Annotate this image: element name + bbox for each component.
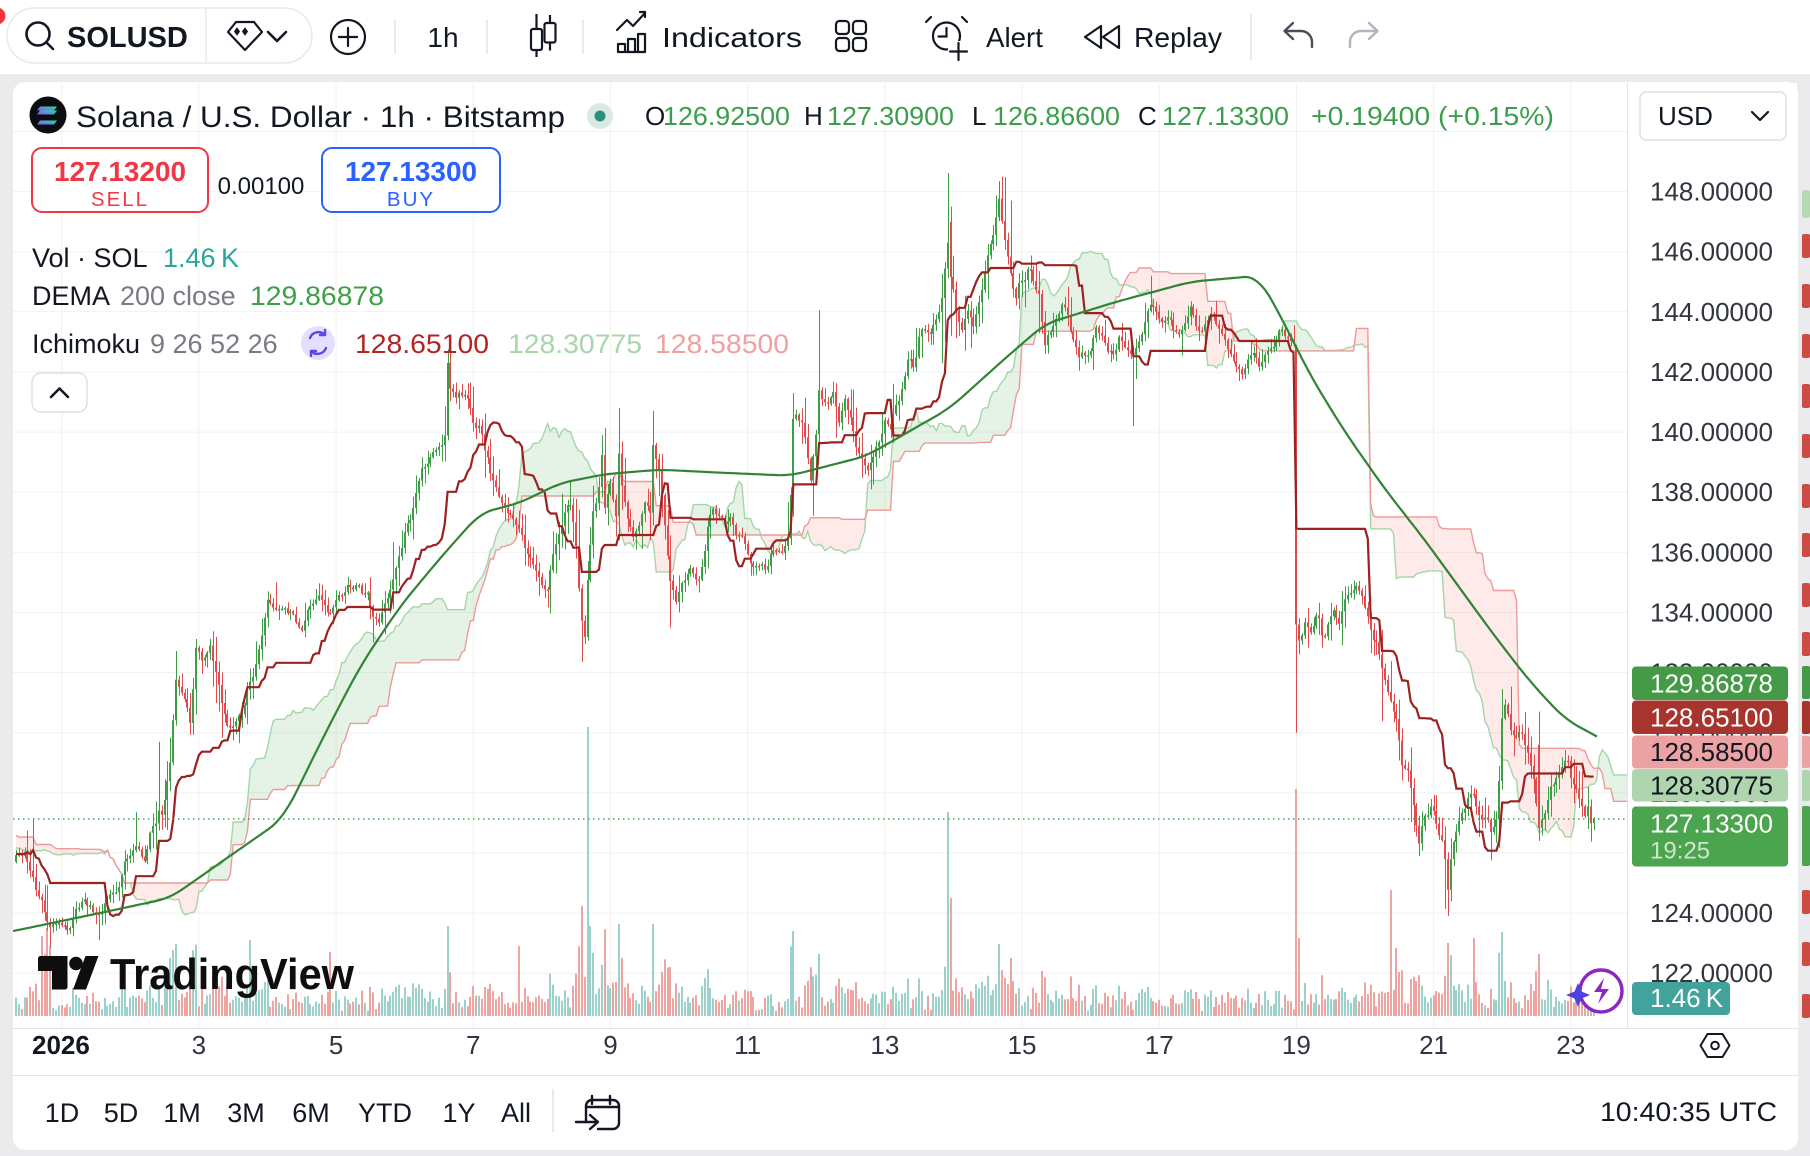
- svg-text:1.46 K: 1.46 K: [1650, 983, 1724, 1013]
- svg-text:9: 9: [603, 1030, 617, 1060]
- svg-text:1h: 1h: [427, 22, 458, 53]
- svg-text:SELL: SELL: [91, 188, 149, 211]
- svg-text:Replay: Replay: [1134, 22, 1222, 53]
- svg-text:129.86878: 129.86878: [1650, 668, 1773, 698]
- svg-text:13: 13: [870, 1030, 899, 1060]
- svg-text:2026: 2026: [32, 1030, 90, 1060]
- svg-text:Vol · SOL: Vol · SOL: [32, 243, 148, 273]
- svg-text:127.13300: 127.13300: [1650, 809, 1773, 839]
- svg-text:127.30900: 127.30900: [827, 101, 954, 131]
- svg-text:148.00000: 148.00000: [1650, 177, 1773, 207]
- svg-text:O: O: [645, 101, 665, 131]
- svg-text:127.13300: 127.13300: [1162, 101, 1289, 131]
- svg-text:Indicators: Indicators: [662, 22, 802, 53]
- svg-text:128.30775: 128.30775: [508, 329, 642, 359]
- svg-text:TradingView: TradingView: [110, 950, 355, 999]
- svg-text:144.00000: 144.00000: [1650, 297, 1773, 327]
- svg-text:136.00000: 136.00000: [1650, 537, 1773, 567]
- svg-text:142.00000: 142.00000: [1650, 357, 1773, 387]
- svg-text:BUY: BUY: [387, 188, 435, 211]
- svg-text:126.92500: 126.92500: [663, 101, 790, 131]
- svg-text:0.00100: 0.00100: [218, 173, 305, 200]
- svg-text:124.00000: 124.00000: [1650, 898, 1773, 928]
- svg-text:1Y: 1Y: [442, 1098, 475, 1128]
- svg-text:19: 19: [1282, 1030, 1311, 1060]
- svg-text:Solana / U.S. Dollar · 1h · Bi: Solana / U.S. Dollar · 1h · Bitstamp: [76, 101, 565, 134]
- svg-text:SOLUSD: SOLUSD: [67, 22, 188, 54]
- svg-text:128.65100: 128.65100: [1650, 702, 1773, 732]
- svg-text:7: 7: [466, 1030, 480, 1060]
- svg-text:Ichimoku: Ichimoku: [32, 329, 140, 359]
- svg-text:138.00000: 138.00000: [1650, 477, 1773, 507]
- svg-text:127.13300: 127.13300: [345, 156, 477, 187]
- svg-text:10:40:35 UTC: 10:40:35 UTC: [1600, 1097, 1777, 1127]
- svg-text:17: 17: [1145, 1030, 1174, 1060]
- svg-text:146.00000: 146.00000: [1650, 237, 1773, 267]
- svg-text:Alert: Alert: [986, 22, 1043, 53]
- svg-text:5D: 5D: [104, 1098, 139, 1128]
- svg-text:3: 3: [192, 1030, 206, 1060]
- svg-text:DEMA: DEMA: [32, 281, 110, 311]
- svg-text:129.86878: 129.86878: [250, 281, 384, 311]
- svg-text:+0.19400 (+0.15%): +0.19400 (+0.15%): [1311, 101, 1554, 131]
- svg-text:128.58500: 128.58500: [655, 329, 789, 359]
- svg-text:21: 21: [1419, 1030, 1448, 1060]
- svg-text:128.58500: 128.58500: [1650, 737, 1773, 767]
- svg-text:128.65100: 128.65100: [355, 329, 489, 359]
- svg-text:3M: 3M: [227, 1098, 265, 1128]
- svg-text:140.00000: 140.00000: [1650, 417, 1773, 447]
- svg-text:128.30775: 128.30775: [1650, 770, 1773, 800]
- svg-text:127.13200: 127.13200: [54, 156, 186, 187]
- svg-text:H: H: [804, 101, 823, 131]
- svg-text:1D: 1D: [45, 1098, 80, 1128]
- svg-text:11: 11: [734, 1030, 761, 1060]
- svg-text:19:25: 19:25: [1650, 838, 1710, 865]
- svg-text:USD: USD: [1658, 101, 1713, 131]
- svg-text:YTD: YTD: [358, 1098, 412, 1128]
- svg-text:1M: 1M: [163, 1098, 201, 1128]
- svg-text:9 26 52 26: 9 26 52 26: [150, 329, 278, 359]
- svg-text:All: All: [501, 1098, 531, 1128]
- svg-text:6M: 6M: [292, 1098, 330, 1128]
- svg-text:C: C: [1138, 101, 1157, 131]
- svg-text:23: 23: [1556, 1030, 1585, 1060]
- svg-text:134.00000: 134.00000: [1650, 597, 1773, 627]
- svg-text:15: 15: [1008, 1030, 1037, 1060]
- svg-text:5: 5: [329, 1030, 343, 1060]
- svg-text:200 close: 200 close: [120, 281, 236, 311]
- svg-text:L: L: [972, 101, 986, 131]
- svg-text:1.46 K: 1.46 K: [163, 243, 239, 273]
- svg-text:126.86600: 126.86600: [993, 101, 1120, 131]
